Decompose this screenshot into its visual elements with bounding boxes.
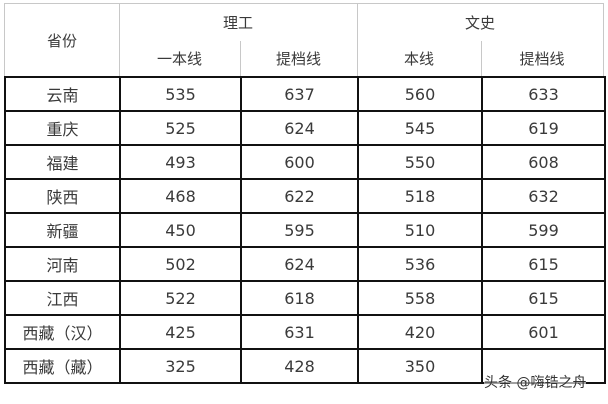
- score-cell: 624: [240, 246, 359, 282]
- score-cell: 560: [357, 76, 483, 112]
- watermark: 头条 @嗨锆之舟: [484, 372, 587, 392]
- score-cell: 493: [119, 144, 242, 180]
- score-cell: 425: [119, 314, 242, 350]
- table-row: 重庆 525 624 545 619: [4, 110, 606, 146]
- header-group-science: 理工: [222, 14, 253, 32]
- header-science-col-1: 一本线: [156, 50, 202, 68]
- score-cell: 595: [240, 212, 359, 248]
- score-cell: 518: [357, 178, 483, 214]
- province-cell: 新疆: [4, 212, 121, 248]
- province-cell: 陕西: [4, 178, 121, 214]
- score-cell: 624: [240, 110, 359, 146]
- score-cell: 558: [357, 280, 483, 316]
- score-cell: 522: [119, 280, 242, 316]
- table-row: 西藏（藏） 325 428 350: [4, 348, 606, 384]
- province-cell: 西藏（汉）: [4, 314, 121, 350]
- table-row: 河南 502 624 536 615: [4, 246, 606, 282]
- table-row: 陕西 468 622 518 632: [4, 178, 606, 214]
- score-cell: 619: [481, 110, 606, 146]
- header-science-col-2: 提档线: [275, 50, 321, 68]
- score-cell: 535: [119, 76, 242, 112]
- table-row: 江西 522 618 558 615: [4, 280, 606, 316]
- score-cell: 618: [240, 280, 359, 316]
- score-cell: 545: [357, 110, 483, 146]
- score-cell: 428: [240, 348, 359, 384]
- score-cell: 468: [119, 178, 242, 214]
- header-arts-col-2: 提档线: [519, 50, 565, 68]
- header-arts-col-1: 本线: [403, 50, 434, 68]
- table-row: 云南 535 637 560 633: [4, 76, 606, 112]
- score-cell: 325: [119, 348, 242, 384]
- score-cell: 600: [240, 144, 359, 180]
- score-cell: 502: [119, 246, 242, 282]
- divider: [240, 41, 241, 76]
- header-group-arts: 文史: [464, 14, 495, 32]
- score-cell: 637: [240, 76, 359, 112]
- score-cell: 608: [481, 144, 606, 180]
- score-cell: 350: [357, 348, 483, 384]
- score-cell: 622: [240, 178, 359, 214]
- table-row: 西藏（汉） 425 631 420 601: [4, 314, 606, 350]
- divider: [481, 41, 482, 76]
- province-cell: 西藏（藏）: [4, 348, 121, 384]
- score-cell: 599: [481, 212, 606, 248]
- table-row: 新疆 450 595 510 599: [4, 212, 606, 248]
- divider: [119, 4, 120, 76]
- score-cell: 615: [481, 246, 606, 282]
- province-cell: 福建: [4, 144, 121, 180]
- table-header: 省份 理工 文史 一本线 提档线 本线 提档线: [4, 3, 604, 77]
- province-cell: 重庆: [4, 110, 121, 146]
- score-cell: 525: [119, 110, 242, 146]
- score-cell: 510: [357, 212, 483, 248]
- score-cell: 550: [357, 144, 483, 180]
- province-cell: 云南: [4, 76, 121, 112]
- divider: [357, 4, 358, 76]
- province-cell: 河南: [4, 246, 121, 282]
- score-cell: 536: [357, 246, 483, 282]
- score-cell: 632: [481, 178, 606, 214]
- score-cell: 420: [357, 314, 483, 350]
- score-cell: 601: [481, 314, 606, 350]
- score-cell: 615: [481, 280, 606, 316]
- score-cell: 450: [119, 212, 242, 248]
- score-cell: 633: [481, 76, 606, 112]
- table-row: 福建 493 600 550 608: [4, 144, 606, 180]
- header-province: 省份: [46, 31, 77, 50]
- score-table: 云南 535 637 560 633 重庆 525 624 545 619 福建 493 600 550 6…: [4, 76, 606, 384]
- province-cell: 江西: [4, 280, 121, 316]
- score-cell: 631: [240, 314, 359, 350]
